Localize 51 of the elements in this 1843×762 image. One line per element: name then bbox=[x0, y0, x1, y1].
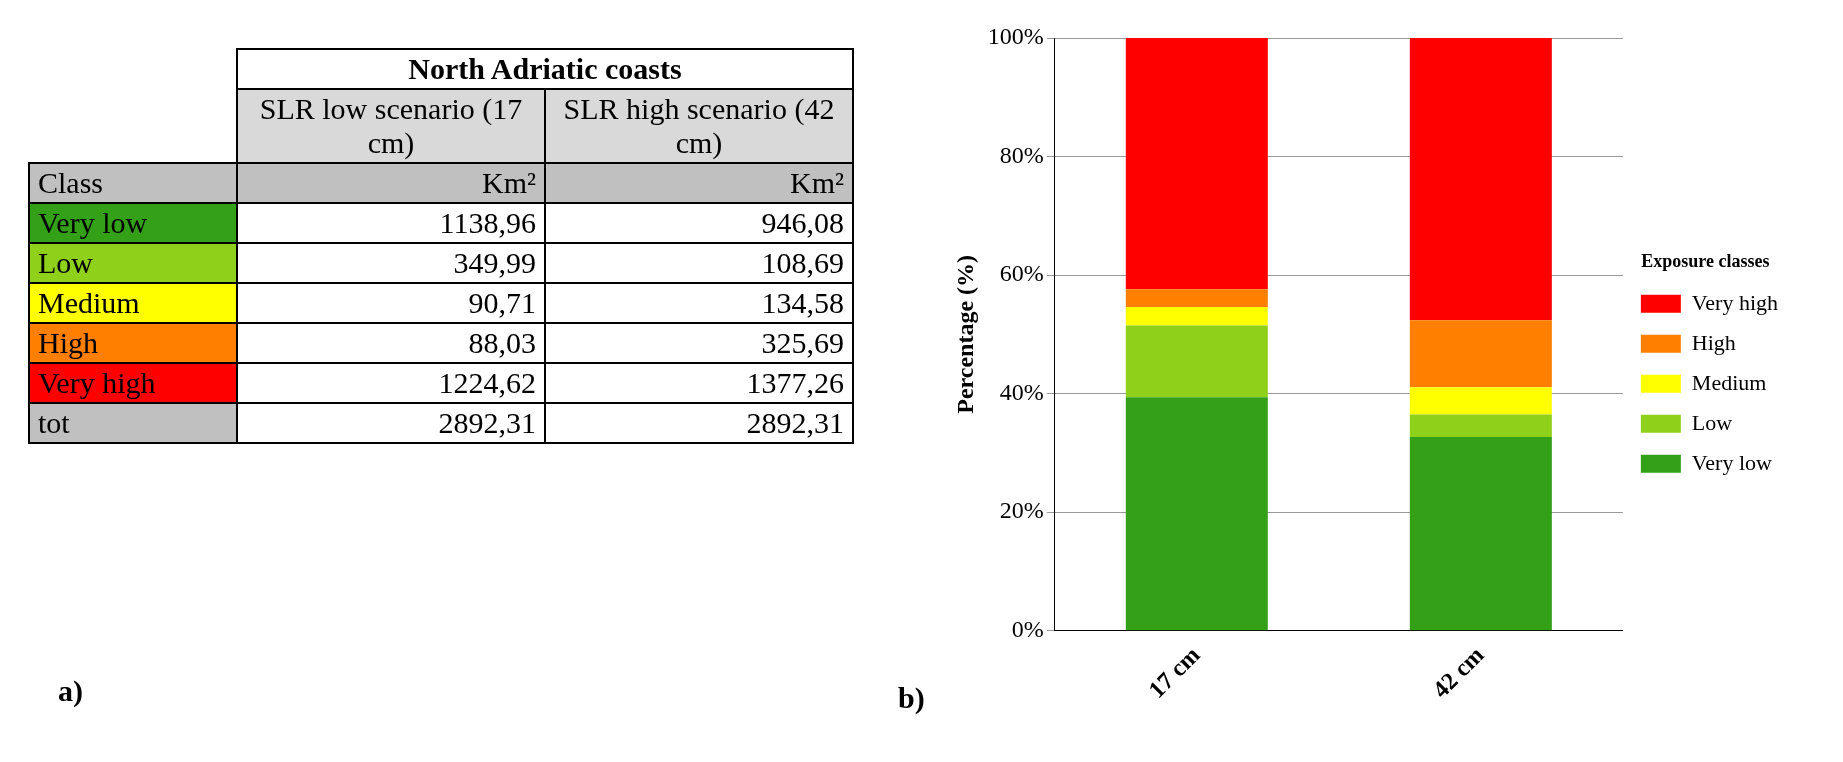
category-label: Very high bbox=[29, 363, 237, 403]
y-tick-label: 20% bbox=[999, 497, 1044, 524]
bar bbox=[1409, 38, 1552, 321]
category-label: tot bbox=[29, 403, 237, 443]
text: Km² bbox=[790, 166, 844, 199]
data-label: 88,03 bbox=[237, 323, 545, 363]
data-label: 108,69 bbox=[545, 243, 853, 283]
data-label: 1224,62 bbox=[237, 363, 545, 403]
category-label: Medium bbox=[29, 283, 237, 323]
text: b) bbox=[898, 681, 925, 715]
bar bbox=[1409, 436, 1552, 631]
legend-label: High bbox=[1691, 329, 1736, 355]
data-label: 2892,31 bbox=[545, 403, 853, 443]
data-label: 134,58 bbox=[545, 283, 853, 323]
text: SLR high scenario (42 cm) bbox=[545, 89, 853, 163]
bar bbox=[1409, 414, 1552, 437]
data-label: 2892,31 bbox=[237, 403, 545, 443]
data-label: 1377,26 bbox=[545, 363, 853, 403]
bar bbox=[1125, 397, 1268, 631]
data-label: 1138,96 bbox=[237, 203, 545, 243]
text: Km² bbox=[237, 163, 545, 203]
data-label: 90,71 bbox=[237, 283, 545, 323]
y-axis-title: Percentage (%) bbox=[951, 254, 978, 414]
text: Class bbox=[29, 163, 237, 203]
y-tick-label: 80% bbox=[999, 141, 1044, 168]
y-tick-label: 40% bbox=[999, 378, 1044, 405]
bar bbox=[1125, 289, 1268, 308]
data-label: 349,99 bbox=[237, 243, 545, 283]
bar bbox=[1409, 320, 1552, 388]
legend-label: Medium bbox=[1691, 369, 1767, 395]
data-label: 946,08 bbox=[545, 203, 853, 243]
bar bbox=[1125, 307, 1268, 326]
x-tick-label: 17 cm bbox=[1143, 641, 1205, 703]
category-label: Low bbox=[29, 243, 237, 283]
text: a) bbox=[58, 674, 83, 708]
bar bbox=[1125, 325, 1268, 398]
text: SLR low scenario (17 cm) bbox=[237, 89, 545, 163]
data-label: 325,69 bbox=[545, 323, 853, 363]
legend-label: Very high bbox=[1691, 289, 1778, 315]
legend-label: Low bbox=[1691, 409, 1733, 435]
bar bbox=[1409, 387, 1552, 415]
bar bbox=[1125, 38, 1268, 290]
category-label: Very low bbox=[29, 203, 237, 243]
legend-label: Very low bbox=[1691, 449, 1772, 475]
y-tick-label: 60% bbox=[999, 260, 1044, 287]
category-label: High bbox=[29, 323, 237, 363]
legend-title: Exposure classes bbox=[1641, 250, 1770, 271]
y-tick-label: 0% bbox=[1011, 616, 1044, 643]
y-tick-label: 100% bbox=[987, 23, 1044, 50]
x-tick-label: 42 cm bbox=[1427, 641, 1489, 703]
text: North Adriatic coasts bbox=[237, 49, 853, 89]
